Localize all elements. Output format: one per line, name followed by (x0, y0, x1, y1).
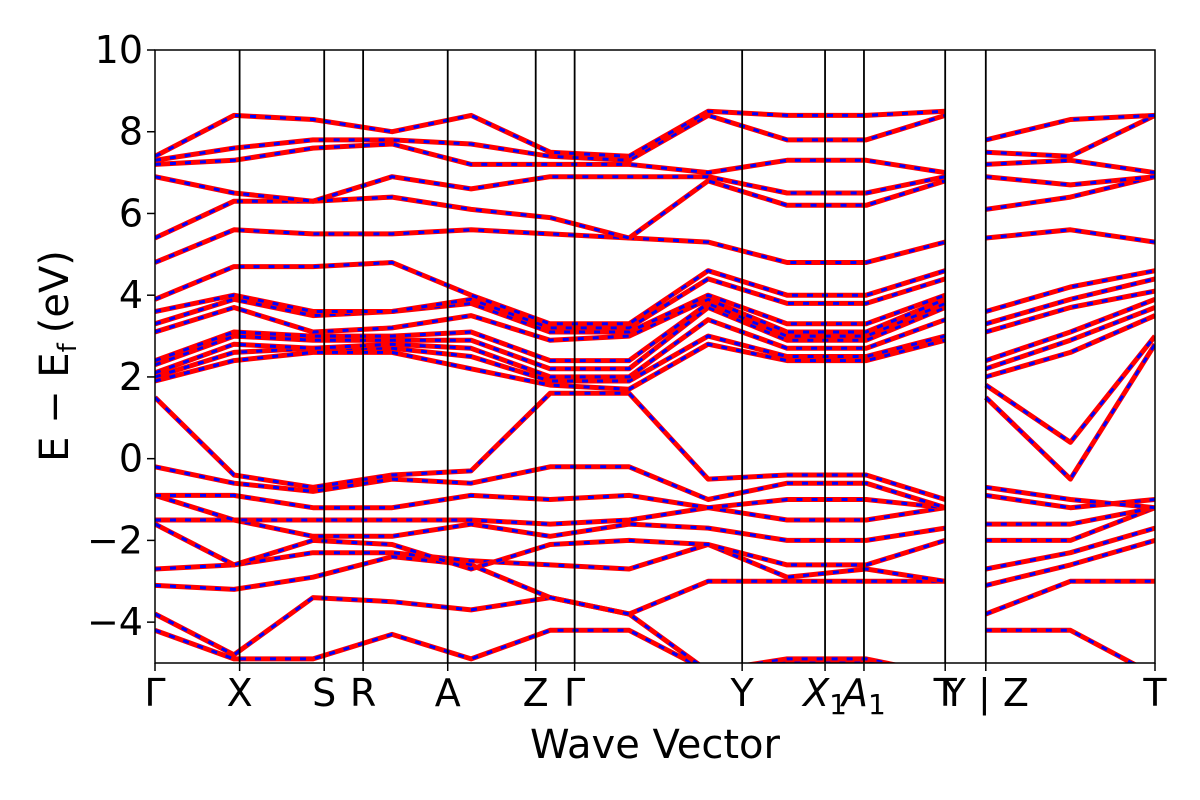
x-tick-label-12: T (1142, 671, 1167, 715)
band-line-red-1-20 (985, 113, 1155, 159)
band-line-red-1-21 (985, 112, 1155, 143)
band-line-blue-1-0 (985, 628, 1136, 663)
x-tick-label-9: A1 (839, 671, 886, 721)
band-line-red-1-1 (984, 578, 1155, 617)
y-tick-label-5: 0 (119, 437, 143, 481)
x-tick-label-0: Γ (144, 671, 165, 715)
x-tick-label-5: Z (523, 671, 549, 715)
band-line-blue-0-11 (155, 334, 946, 383)
x-tick-label-4: A (435, 671, 461, 715)
band-line-blue-0-16 (155, 293, 946, 334)
band-line-blue-0-12 (155, 318, 946, 379)
x-tick-label-8: X1 (801, 671, 847, 721)
y-tick-label-3: 4 (119, 273, 143, 317)
band-line-blue-0-24 (155, 109, 946, 158)
x-tick-label-1: X (227, 671, 253, 715)
band-line-blue-0-21 (155, 175, 946, 203)
y-tick-label-4: 2 (119, 355, 143, 399)
band-line-blue-0-19 (155, 228, 946, 264)
band-line-blue-0-5 (155, 518, 946, 542)
band-line-blue-0-0 (155, 628, 894, 663)
x-tick-label-6: Γ (564, 671, 585, 715)
band-line-red-0-4 (155, 521, 946, 572)
band-line-blue-1-9 (984, 335, 1155, 445)
band-line-red-1-0 (985, 627, 1138, 663)
band-line-red-1-19 (985, 157, 1155, 176)
band-line-red-1-5 (985, 505, 1155, 527)
y-axis-label-main: E − E (32, 352, 78, 462)
band-line-red-1-15 (985, 268, 1155, 314)
band-line-red-1-4 (985, 505, 1155, 543)
y-axis-label-sub: f (53, 342, 83, 352)
band-line-blue-0-15 (155, 297, 946, 342)
band-line-red-1-3 (985, 525, 1155, 572)
band-line-red-0-0 (155, 627, 899, 663)
band-line-blue-0-10 (155, 338, 946, 391)
band-line-blue-0-13 (155, 305, 946, 371)
y-tick-label-1: 8 (119, 110, 143, 154)
band-line-red-1-7 (985, 484, 1155, 511)
band-line-red-0-9 (155, 390, 946, 502)
y-tick-label-6: −2 (87, 518, 143, 562)
band-line-red-1-16 (985, 227, 1155, 245)
band-line-red-1-17 (985, 174, 1155, 212)
band-line-red-0-21 (155, 174, 946, 204)
band-line-red-1-11 (984, 305, 1155, 372)
band-line-red-1-14 (985, 276, 1155, 327)
band-line-blue-0-20 (155, 179, 946, 240)
y-ticks-layer: 10 8 6 4 2 0 −2 −4 (87, 28, 155, 644)
y-tick-label-0: 10 (95, 28, 143, 72)
band-line-blue-1-1 (985, 579, 1155, 616)
x-tick-label-11: Y | Z (942, 671, 1029, 716)
y-axis-label: E − Ef (eV) (32, 250, 83, 462)
band-line-red-1-13 (985, 288, 1155, 335)
band-line-red-1-12 (984, 296, 1155, 363)
band-line-red-0-3 (155, 542, 946, 584)
x-tick-label-7: Y (730, 671, 755, 715)
plot-frame (154, 49, 1156, 664)
band-line-red-1-2 (985, 537, 1155, 588)
band-line-red-0-7 (155, 492, 946, 511)
band-line-red-1-18 (985, 174, 1155, 188)
band-line-blue-0-23 (155, 113, 946, 162)
band-line-blue-0-18 (155, 260, 946, 326)
band-line-red-0-8 (155, 464, 946, 511)
band-line-blue-0-14 (155, 301, 946, 363)
bands-layer (155, 108, 1155, 663)
band-line-red-1-8 (984, 342, 1155, 482)
x-tick-label-10: T (933, 671, 958, 715)
band-line-red-0-19 (155, 227, 946, 265)
band-line-blue-0-22 (155, 142, 946, 175)
band-line-red-1-10 (985, 313, 1155, 380)
x-tick-label-3: R (350, 671, 376, 715)
band-line-red-1-6 (985, 492, 1155, 511)
band-line-red-0-17 (155, 276, 946, 331)
y-tick-label-2: 6 (119, 191, 143, 235)
band-line-red-0-18 (155, 260, 946, 327)
x-axis-label: Wave Vector (530, 722, 781, 768)
band-line-blue-0-6 (155, 493, 946, 526)
kpoint-lines-layer (238, 50, 987, 663)
x-tick-label-2: S (312, 671, 336, 715)
band-line-blue-0-2 (155, 555, 946, 616)
y-axis-label-unit: (eV) (32, 250, 78, 333)
band-line-blue-0-7 (155, 493, 946, 510)
y-tick-label-7: −4 (87, 600, 143, 644)
band-line-red-0-24 (155, 108, 946, 159)
